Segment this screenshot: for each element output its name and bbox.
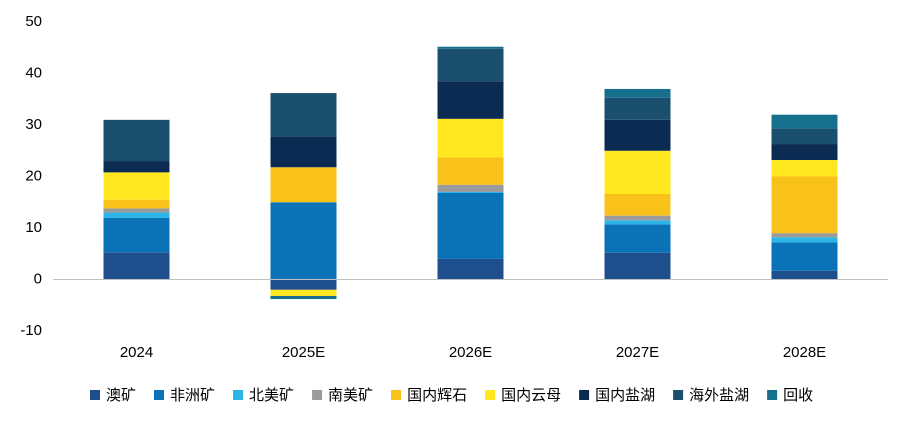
bar-segment xyxy=(437,192,504,259)
bar-segment xyxy=(604,224,671,253)
x-tick-label: 2024 xyxy=(120,344,153,361)
bar-segment xyxy=(437,258,504,280)
y-tick-label: 40 xyxy=(25,64,42,81)
bar-segment xyxy=(103,252,170,280)
legend-label: 非洲矿 xyxy=(170,387,215,404)
x-tick-label: 2025E xyxy=(282,344,325,361)
bar-segment xyxy=(103,217,170,253)
legend-swatch xyxy=(579,390,590,400)
bar-segment xyxy=(270,279,337,290)
bar-segment xyxy=(103,119,170,162)
bar-segment xyxy=(604,150,671,195)
x-tick-label: 2027E xyxy=(616,344,659,361)
bar-segment xyxy=(437,48,504,82)
bar-segment xyxy=(604,119,671,151)
bar-segment xyxy=(604,215,671,221)
legend-swatch xyxy=(90,390,100,400)
bar-segment xyxy=(771,233,838,238)
bar-segment xyxy=(771,114,838,129)
legend-label: 国内盐湖 xyxy=(595,387,655,404)
bar-segment xyxy=(604,194,671,216)
bar-segment xyxy=(437,191,504,193)
bar-segment xyxy=(771,128,838,145)
legend-swatch xyxy=(673,390,684,400)
bar-segment xyxy=(437,184,504,192)
y-tick-label: 10 xyxy=(25,219,42,236)
x-tick-label: 2028E xyxy=(783,344,826,361)
bar-segment xyxy=(103,161,170,173)
legend-label: 南美矿 xyxy=(328,387,373,404)
y-tick-label: 50 xyxy=(25,13,42,30)
bar-segment xyxy=(437,81,504,119)
bar-segment xyxy=(103,212,170,218)
bar-segment xyxy=(103,208,170,213)
legend-label: 国内辉石 xyxy=(407,387,467,404)
y-tick-label: 20 xyxy=(25,167,42,184)
bar-segment xyxy=(604,252,671,280)
y-tick-label: 30 xyxy=(25,116,42,133)
legend-swatch xyxy=(391,390,402,400)
bar-segment xyxy=(771,237,838,243)
bar-segment xyxy=(270,93,337,137)
bar-segment xyxy=(103,199,170,209)
bar-segment xyxy=(270,202,337,280)
bar-segment xyxy=(270,136,337,168)
y-tick-label: 0 xyxy=(34,270,42,287)
legend-label: 回收 xyxy=(783,387,813,404)
legend-swatch xyxy=(312,390,323,400)
bar-segment xyxy=(103,172,170,200)
bar-segment xyxy=(771,176,838,234)
legend-swatch xyxy=(154,390,165,400)
legend-swatch xyxy=(233,390,244,400)
y-tick-label: -10 xyxy=(20,322,42,339)
legend-swatch xyxy=(767,390,778,400)
legend-swatch xyxy=(485,390,496,400)
legend-label: 海外盐湖 xyxy=(689,387,749,404)
bar-segment xyxy=(270,295,337,300)
bar-segment xyxy=(437,157,504,185)
bar-segment xyxy=(771,242,838,271)
bar-segment xyxy=(771,270,838,280)
legend-label: 澳矿 xyxy=(106,387,136,404)
bar-segment xyxy=(270,289,337,296)
legend-label: 北美矿 xyxy=(249,387,294,404)
bar-segment xyxy=(604,88,671,98)
bar-segment xyxy=(437,118,504,158)
bar-segment xyxy=(604,220,671,225)
bar-segment xyxy=(771,160,838,177)
bar-segment xyxy=(771,144,838,161)
legend-label: 国内云母 xyxy=(501,387,561,404)
x-tick-label: 2026E xyxy=(449,344,492,361)
bar-segment xyxy=(604,97,671,120)
bar-segment xyxy=(437,46,504,49)
bar-segment xyxy=(270,167,337,203)
